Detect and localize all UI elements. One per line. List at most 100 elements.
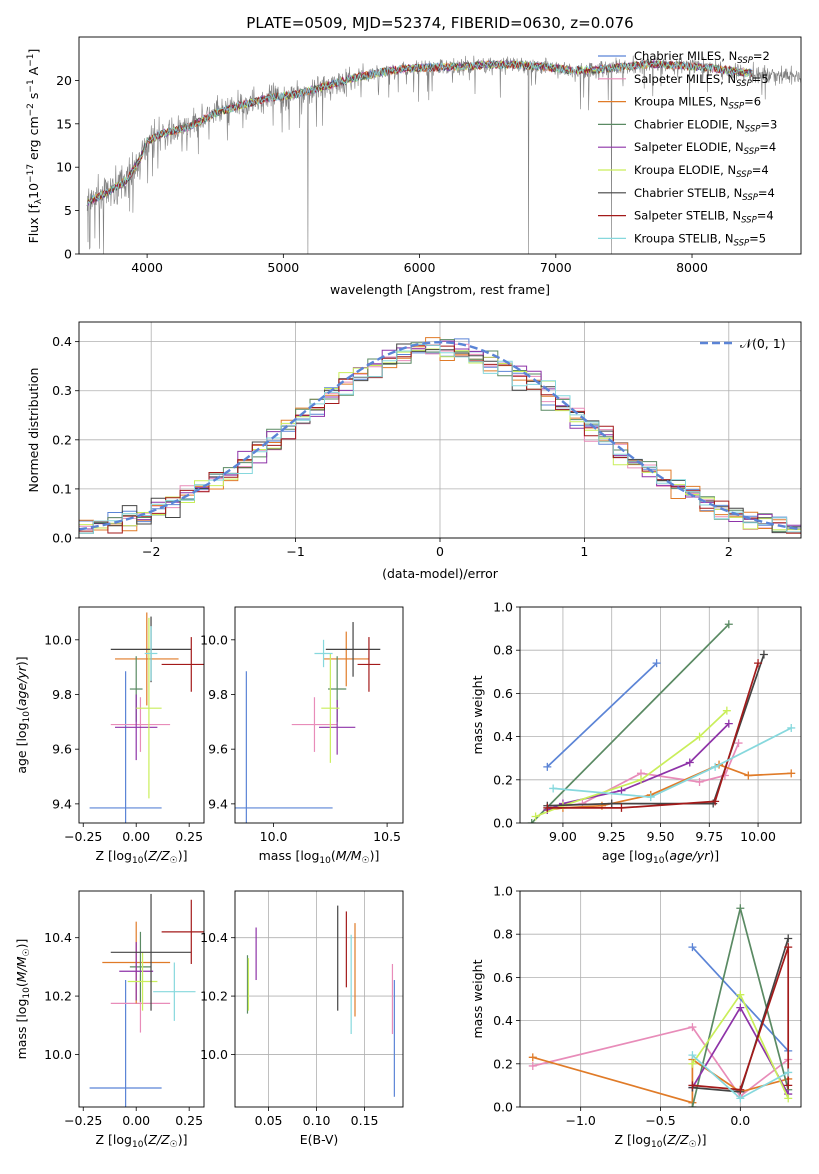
errorbar-chabrier_elodie [129, 931, 152, 1002]
axes-frame [519, 890, 802, 1108]
mass_vs_Z-ylabel: mass [log10(M/M☉)] [14, 939, 32, 1060]
y-tick-label: 0.2 [493, 772, 513, 787]
plot-area [86, 55, 801, 254]
series-salpeter_stelib [543, 659, 763, 812]
y-tick-label: 15 [56, 116, 72, 131]
errorbar-kroupa_elodie [127, 952, 158, 1011]
y-tick-label: 10.2 [200, 989, 228, 1004]
errorbar-salpeter_stelib [161, 899, 204, 964]
point-marker [527, 819, 536, 823]
spectrum-legend: Chabrier MILES, NSSP=2 Salpeter MILES, NS… [598, 49, 777, 248]
point-marker [736, 1094, 745, 1103]
point-marker [754, 659, 763, 668]
residuals-xlabel: (data-model)/error [382, 566, 499, 581]
errorbar-kroupa_elodie [136, 617, 162, 799]
point-marker [784, 943, 793, 952]
errorbar-salpeter_miles [291, 697, 338, 752]
series-kroupa_stelib [688, 1051, 793, 1103]
x-tick-label: 9.00 [549, 829, 577, 844]
x-tick-label: 2 [725, 544, 733, 559]
axes-frame [78, 890, 205, 1108]
x-tick-label: 0.15 [351, 1113, 379, 1128]
x-tick-label: 4000 [131, 260, 163, 275]
weight_vs_Z-ylabel: mass weight [470, 959, 485, 1038]
x-tick-label: 8000 [676, 260, 708, 275]
x-tick-label: 0.00 [122, 1113, 150, 1128]
weight_vs_Z-xlabel: Z [log10(Z/Z☉)] [615, 1132, 707, 1150]
errorbar-salpeter_elodie [119, 942, 154, 1001]
y-tick-label: 9.8 [208, 687, 228, 702]
x-tick-label: −0.25 [64, 1113, 102, 1128]
y-tick-label: 0.0 [493, 1100, 513, 1115]
point-marker [736, 1003, 745, 1012]
weight_vs_age-xlabel: age [log10(age/yr)] [602, 848, 719, 866]
y-tick-label: 9.6 [52, 742, 72, 757]
point-marker [646, 793, 655, 802]
normal-curve [79, 340, 801, 531]
age_vs_Z-xlabel: Z [log10(Z/Z☉)] [96, 848, 188, 866]
point-marker [549, 784, 558, 793]
legend-entry: 𝒩(0, 1) [740, 336, 786, 351]
weight_vs_age-panel: 9.00 9.25 9.50 9.75 10.00 0.0 0.2 0.4 0.6 0.8 1.0 [493, 600, 802, 844]
point-marker [722, 706, 731, 715]
point-marker [724, 620, 733, 629]
y-tick-label: 9.8 [52, 687, 72, 702]
series-line [553, 727, 792, 798]
weight_vs_Z-panel: −1.0 −0.5 0.0 0.0 0.2 0.4 0.6 0.8 1.0 [493, 884, 802, 1128]
point-marker [688, 1051, 697, 1060]
errorbar-salpeter_miles [110, 697, 171, 752]
y-tick-label: 0.4 [493, 729, 513, 744]
point-marker [744, 771, 753, 780]
y-tick-label: 20 [56, 73, 72, 88]
age_vs_Z-panel: −0.25 0.00 0.25 9.4 9.6 9.8 10.0 [44, 606, 205, 844]
age_vs_mass-xlabel: mass [log10(M/M☉)] [259, 848, 380, 866]
mass_vs_Z-xlabel: Z [log10(Z/Z☉)] [96, 1132, 188, 1150]
x-tick-label: 0 [436, 544, 444, 559]
errorbar-chabrier_miles [235, 671, 333, 823]
series-line [547, 654, 765, 807]
series-line [531, 623, 730, 823]
x-tick-label: 0.0 [730, 1113, 750, 1128]
y-tick-label: 9.4 [52, 796, 72, 811]
plot-area [79, 337, 801, 534]
legend-entry: Kroupa STELIB, NSSP=5 [634, 231, 766, 248]
plot-area [527, 620, 796, 823]
x-tick-label: 0.25 [175, 1113, 203, 1128]
age_vs_mass-panel: 10.0 10.5 9.4 9.6 9.8 10.0 [200, 606, 404, 844]
series-chabrier_stelib [543, 650, 768, 810]
y-tick-label: 10.4 [200, 930, 228, 945]
series-kroupa_miles [543, 760, 796, 815]
y-tick-label: 0.1 [52, 481, 72, 496]
series-line [547, 742, 740, 809]
x-tick-label: 6000 [404, 260, 436, 275]
spectrum-ylabel: Flux [fλ10−17 erg cm−2 s−1 A−1] [26, 49, 44, 244]
plot-area [89, 612, 204, 823]
point-marker [685, 758, 694, 767]
y-tick-label: 10.0 [200, 1047, 228, 1062]
errorbar-chabrier_miles [89, 671, 162, 823]
point-marker [724, 719, 733, 728]
legend-entry: Chabrier ELODIE, NSSP=3 [634, 117, 777, 134]
y-tick-label: 1.0 [493, 600, 513, 615]
x-tick-label: 1 [580, 544, 588, 559]
legend-entry: Salpeter ELODIE, NSSP=4 [634, 140, 776, 157]
axes-frame [519, 606, 802, 824]
spectrum-panel: 4000 5000 6000 7000 8000 0 5 10 15 20 [56, 36, 802, 275]
x-tick-label: −1 [286, 544, 304, 559]
age_vs_Z-ylabel: age [log10(age/yr)] [14, 656, 32, 773]
errorbar-kroupa_stelib [153, 962, 196, 1021]
x-tick-label: 9.50 [647, 829, 675, 844]
plot-area [89, 893, 204, 1107]
y-tick-label: 0.4 [493, 1013, 513, 1028]
x-tick-label: −0.5 [645, 1113, 675, 1128]
point-marker [531, 812, 540, 821]
point-marker [543, 803, 552, 812]
model-kroupa_stelib [86, 59, 753, 206]
legend-entry: Salpeter MILES, NSSP=5 [634, 72, 769, 89]
series-chabrier_miles [543, 659, 661, 771]
x-tick-label: 7000 [540, 260, 572, 275]
x-tick-label: 9.25 [598, 829, 626, 844]
legend-entry: Chabrier STELIB, NSSP=4 [634, 186, 775, 203]
point-marker [734, 739, 743, 748]
